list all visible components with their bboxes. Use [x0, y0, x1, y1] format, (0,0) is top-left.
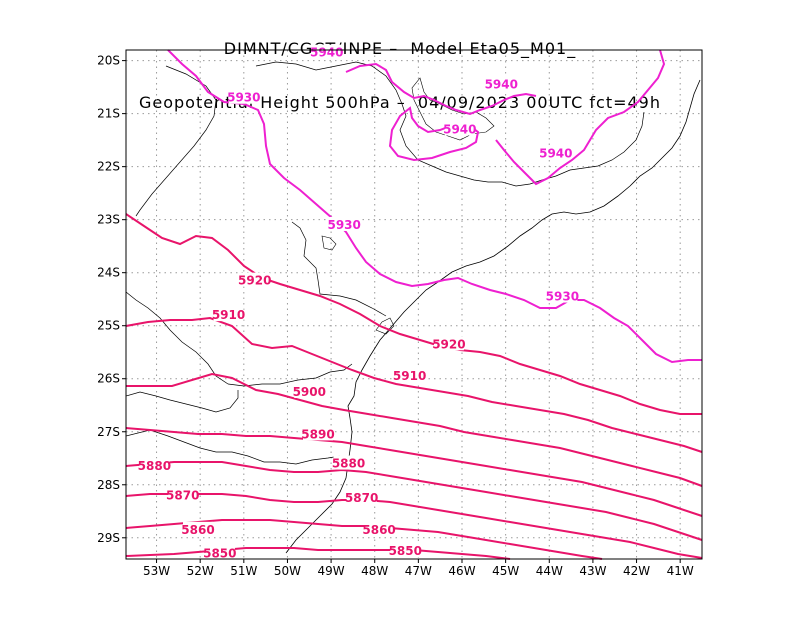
contour-label: 5860 — [362, 523, 395, 537]
contour-label: 5910 — [393, 369, 426, 383]
contour-label: 5940 — [443, 123, 476, 137]
contour-5920 — [125, 213, 702, 415]
contour-label-bg — [547, 288, 578, 303]
lat-tick-label: 21S — [97, 107, 120, 121]
contour-label-bg — [394, 368, 425, 383]
lat-tick-label: 26S — [97, 372, 120, 386]
contour-label: 5940 — [539, 146, 572, 160]
contour-label: 5920 — [432, 337, 465, 351]
contour-label: 5870 — [345, 491, 378, 505]
contour-labels: 5940 5940 5940 5940 5930 5930 5930 5920 5920 5910… — [138, 44, 579, 561]
contour-label: 5900 — [293, 385, 326, 399]
lat-tick-label: 25S — [97, 319, 120, 333]
contour-label-bg — [294, 383, 325, 398]
lon-tick-label: 46W — [448, 564, 475, 578]
lat-tick-label: 20S — [97, 54, 120, 68]
coastline-and-borders — [125, 61, 701, 554]
contour-label-bg — [364, 521, 395, 536]
contour-label-bg — [204, 545, 235, 560]
contour-label-bg — [213, 307, 244, 322]
contour-5870 — [125, 493, 703, 559]
axes: 20S 21S 22S 23S 24S 25S 26S 27S 28S 29S 53W 52W 51W 5… — [97, 49, 703, 578]
contour-label-bg — [228, 89, 259, 104]
contour-label-bg — [183, 521, 213, 536]
bay-paranagua — [375, 317, 395, 335]
contour-label: 5940 — [310, 46, 343, 60]
geopotential-contours — [125, 49, 703, 560]
contour-label: 5930 — [327, 218, 360, 232]
lat-tick-label: 27S — [97, 425, 120, 439]
lat-tick-label: 22S — [97, 160, 120, 174]
lon-tick-label: 43W — [579, 564, 606, 578]
contour-label: 5850 — [203, 547, 236, 561]
lat-tick-label: 28S — [97, 478, 120, 492]
contour-label: 5870 — [166, 488, 199, 502]
contour-label: 5910 — [212, 308, 245, 322]
lon-tick-label: 48W — [361, 564, 388, 578]
title-line-1: DIMNT/CGCT/INPE – Model Eta05_M01_ — [223, 39, 577, 58]
contour-label-bg — [139, 458, 170, 473]
contour-label: 5920 — [238, 274, 271, 288]
lon-tick-label: 47W — [405, 564, 432, 578]
contour-label-bg — [333, 455, 364, 470]
contour-label-bg — [433, 336, 464, 351]
lat-tick-label: 23S — [97, 213, 120, 227]
lon-tick-label: 45W — [492, 564, 519, 578]
contour-label: 5930 — [546, 290, 579, 304]
contour-label-bg — [346, 490, 377, 505]
contour-5850 — [125, 547, 511, 560]
contour-label: 5930 — [227, 91, 260, 105]
lat-tick-label: 24S — [97, 266, 120, 280]
lon-tick-label: 53W — [143, 564, 170, 578]
contour-label-bg — [390, 543, 421, 558]
state-border-sp-pr — [291, 221, 387, 317]
border-paraguay — [125, 291, 229, 385]
contour-label-bg — [167, 487, 198, 502]
contour-label: 5890 — [301, 427, 334, 441]
contour-5900 — [126, 372, 703, 487]
lon-tick-label: 50W — [274, 564, 301, 578]
contour-label-bg — [540, 145, 571, 160]
lon-tick-label: 44W — [536, 564, 563, 578]
map-title: DIMNT/CGCT/INPE – Model Eta05_M01_ Geopo… — [0, 4, 800, 130]
lon-tick-label: 49W — [318, 564, 345, 578]
lake-parana — [321, 235, 337, 251]
contour-label-bg — [303, 426, 333, 441]
state-border-pr-sc — [227, 363, 353, 387]
contour-5890 — [125, 427, 703, 517]
contour-5940-loop — [388, 106, 480, 162]
contour-label: 5860 — [181, 523, 214, 537]
contour-label: 5880 — [138, 459, 171, 473]
contour-label: 5850 — [389, 544, 422, 558]
contour-5940-north — [345, 62, 537, 116]
graticule — [126, 50, 702, 559]
state-border-sc-rs — [125, 429, 341, 465]
coastline — [285, 79, 701, 554]
contour-5940-east — [495, 49, 666, 186]
state-border-ms-sp — [135, 65, 217, 217]
contour-label-bg — [444, 121, 475, 136]
state-border-rj-mg — [541, 111, 645, 181]
contour-5930 — [167, 49, 702, 364]
lon-tick-label: 41W — [667, 564, 694, 578]
state-border-mg-sp — [255, 61, 543, 187]
contour-label-bg — [311, 44, 342, 59]
lon-tick-label: 42W — [623, 564, 650, 578]
contour-label: 5940 — [485, 77, 518, 91]
lon-tick-label: 51W — [230, 564, 257, 578]
contour-label-bg — [239, 272, 270, 287]
lon-tick-label: 52W — [187, 564, 214, 578]
contour-label: 5880 — [332, 457, 365, 471]
border-argentina — [125, 390, 239, 413]
lat-tick-label: 29S — [97, 531, 120, 545]
contour-5880 — [125, 461, 703, 541]
contour-label-bg — [329, 216, 360, 231]
contour-label-bg — [486, 76, 517, 91]
map-frame — [125, 49, 703, 560]
title-line-2: Geopotential Height 500hPa – 04/09/2023 … — [138, 93, 661, 112]
